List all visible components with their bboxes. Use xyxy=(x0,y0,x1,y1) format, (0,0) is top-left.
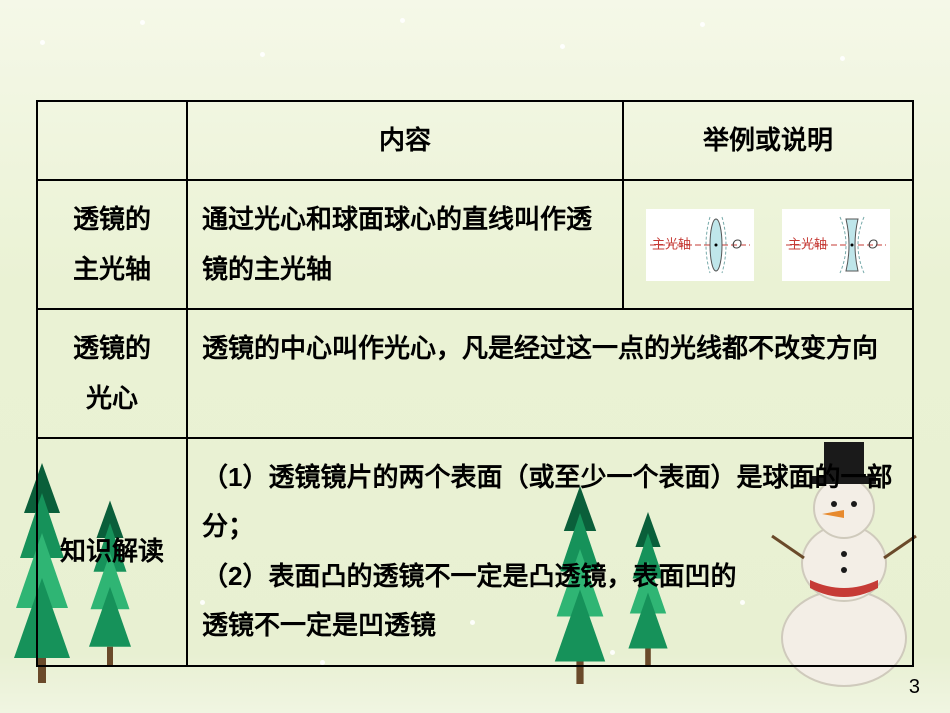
row2-label: 透镜的 光心 xyxy=(38,310,188,437)
content-table: 内容 举例或说明 透镜的 主光轴 通过光心和球面球心的直线叫作透镜的主光轴 主光… xyxy=(36,100,914,667)
page-number: 3 xyxy=(909,676,920,699)
row1-example: 主光轴 O 主光轴 O xyxy=(622,181,912,308)
axis-label: 主光轴 xyxy=(788,232,827,257)
header-example: 举例或说明 xyxy=(622,102,912,179)
row3-line1: （1）透镜镜片的两个表面（或至少一个表面）是球面的一部分； xyxy=(202,453,898,552)
row3-line3: 透镜不一定是凹透镜 xyxy=(202,601,898,650)
row1-label-line1: 透镜的 xyxy=(73,195,151,244)
row3-content: （1）透镜镜片的两个表面（或至少一个表面）是球面的一部分； （2）表面凸的透镜不… xyxy=(188,439,912,665)
row3-line2: （2）表面凸的透镜不一定是凸透镜，表面凹的 xyxy=(202,552,898,601)
concave-lens-diagram: 主光轴 O xyxy=(782,209,890,281)
table-row: 知识解读 （1）透镜镜片的两个表面（或至少一个表面）是球面的一部分； （2）表面… xyxy=(38,437,912,665)
table-row: 透镜的 主光轴 通过光心和球面球心的直线叫作透镜的主光轴 主光轴 O xyxy=(38,179,912,308)
header-empty xyxy=(38,102,188,179)
row2-content: 透镜的中心叫作光心，凡是经过这一点的光线都不改变方向 xyxy=(188,310,912,437)
header-content: 内容 xyxy=(188,102,622,179)
convex-lens-diagram: 主光轴 O xyxy=(646,209,754,281)
row1-label-line2: 主光轴 xyxy=(73,245,151,294)
row2-label-line1: 透镜的 xyxy=(73,324,151,373)
row3-label-line1: 知识解读 xyxy=(60,527,164,576)
row2-label-line2: 光心 xyxy=(73,374,151,423)
o-label: O xyxy=(732,232,742,257)
row1-label: 透镜的 主光轴 xyxy=(38,181,188,308)
row1-content: 通过光心和球面球心的直线叫作透镜的主光轴 xyxy=(188,181,622,308)
o-label: O xyxy=(868,232,878,257)
table-row: 透镜的 光心 透镜的中心叫作光心，凡是经过这一点的光线都不改变方向 xyxy=(38,308,912,437)
row3-label: 知识解读 xyxy=(38,439,188,665)
table-header-row: 内容 举例或说明 xyxy=(38,102,912,179)
axis-label: 主光轴 xyxy=(652,232,691,257)
